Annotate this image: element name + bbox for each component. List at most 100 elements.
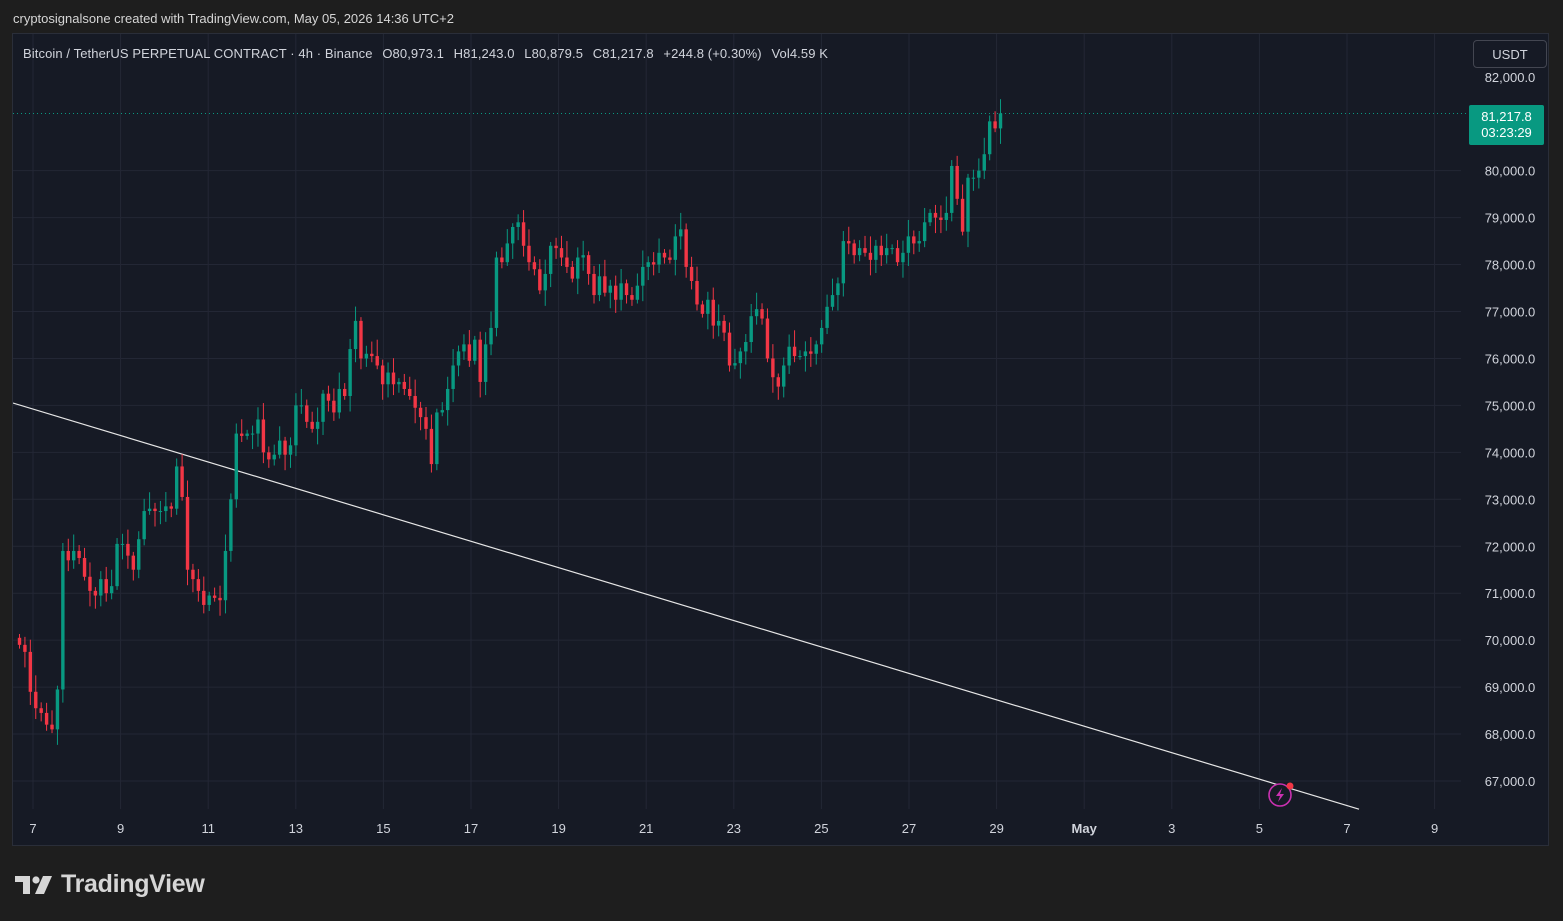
candle-body [565, 257, 569, 267]
bar-countdown: 03:23:29 [1481, 125, 1532, 140]
last-price-value: 81,217.8 [1481, 109, 1532, 124]
candle-body [630, 295, 634, 300]
candle-body [245, 433, 249, 436]
candle-body [445, 388, 450, 411]
ohlc-volume: Vol4.59 K [771, 46, 829, 61]
candle-body [17, 637, 22, 645]
candle-body [212, 595, 217, 598]
candle [489, 311, 493, 356]
candle [679, 212, 683, 250]
candle [88, 562, 92, 607]
candle [592, 265, 596, 304]
candle [836, 277, 840, 311]
candle [218, 585, 222, 616]
candle [586, 251, 591, 285]
candle [868, 236, 873, 276]
candle-body [885, 248, 889, 256]
lightning-alert-icon[interactable] [1268, 782, 1294, 807]
candle-body [147, 508, 152, 512]
candle-body [603, 276, 607, 293]
candle-body [993, 121, 997, 129]
candle-body [863, 248, 867, 253]
candle [906, 219, 911, 266]
chart-pane[interactable]: 67,000.0 68,000.0 69,000.0 70,000.0 71,000.0… [12, 33, 1549, 846]
candle [771, 344, 775, 393]
candle-body [44, 712, 49, 725]
candle [375, 339, 379, 370]
candle [646, 256, 650, 281]
tradingview-logo[interactable]: TradingView [15, 870, 205, 898]
ohlc-low: L80,879.5 [524, 46, 584, 61]
candle-body [787, 346, 791, 366]
ohlc-open: O80,973.1 [382, 46, 444, 61]
candle-body [223, 550, 228, 601]
candle-body [82, 557, 87, 577]
y-tick-label: 82,000.0 [1485, 70, 1536, 85]
candle-body [494, 257, 499, 328]
candle-body [164, 506, 168, 512]
candle [819, 319, 824, 353]
candle-body [191, 569, 195, 580]
candle-body [332, 400, 336, 413]
candle-body [744, 342, 748, 352]
candle [39, 702, 43, 722]
candle [922, 207, 927, 248]
candle [706, 291, 710, 330]
candle-body [359, 320, 363, 359]
candle [126, 529, 130, 569]
candle-body [429, 428, 434, 465]
candle [521, 210, 526, 257]
candle [131, 551, 136, 581]
candle [993, 111, 997, 133]
candle [109, 569, 114, 600]
x-tick-label: 7 [29, 821, 36, 836]
candle-body [391, 372, 396, 385]
candle-body [473, 339, 477, 361]
candle-body [131, 555, 136, 570]
candle-body [229, 499, 233, 551]
y-tick-label: 67,000.0 [1485, 774, 1536, 789]
candle-body [624, 283, 629, 296]
candle [809, 337, 813, 367]
candle [158, 500, 163, 525]
candle-body [836, 283, 840, 296]
candle-body [950, 165, 954, 213]
candle-body [126, 543, 130, 556]
candle-body [852, 243, 856, 256]
candle [695, 266, 699, 311]
candle [738, 347, 743, 379]
candle [207, 591, 211, 612]
candle-body [576, 257, 580, 279]
candle [359, 317, 363, 370]
candle [912, 230, 916, 255]
candle-body [88, 576, 92, 591]
candle [841, 230, 846, 297]
candle-body [234, 433, 238, 500]
candle-body [267, 452, 271, 460]
candle-body [288, 445, 293, 455]
candle [651, 252, 656, 276]
candle-body [261, 419, 266, 453]
candle-body [570, 266, 575, 279]
currency-selector-button[interactable]: USDT [1473, 40, 1547, 68]
y-tick-label: 74,000.0 [1485, 445, 1536, 460]
candle-body [809, 351, 813, 354]
candle [196, 569, 201, 602]
x-tick-label: 21 [639, 821, 653, 836]
candle [115, 538, 119, 590]
candle [66, 538, 70, 572]
candle [413, 379, 417, 424]
candle [998, 99, 1003, 144]
candle [478, 331, 482, 398]
candle-body [890, 248, 894, 250]
candle-body [754, 309, 759, 317]
candle [619, 269, 623, 311]
candle [44, 702, 49, 731]
candle-body [294, 405, 298, 446]
candle [662, 249, 667, 264]
candle [315, 407, 320, 445]
candle-body [418, 407, 423, 418]
candlestick-chart[interactable]: 67,000.0 68,000.0 69,000.0 70,000.0 71,000.0… [13, 34, 1548, 845]
candle [397, 378, 401, 393]
tradingview-wordmark: TradingView [61, 869, 205, 898]
